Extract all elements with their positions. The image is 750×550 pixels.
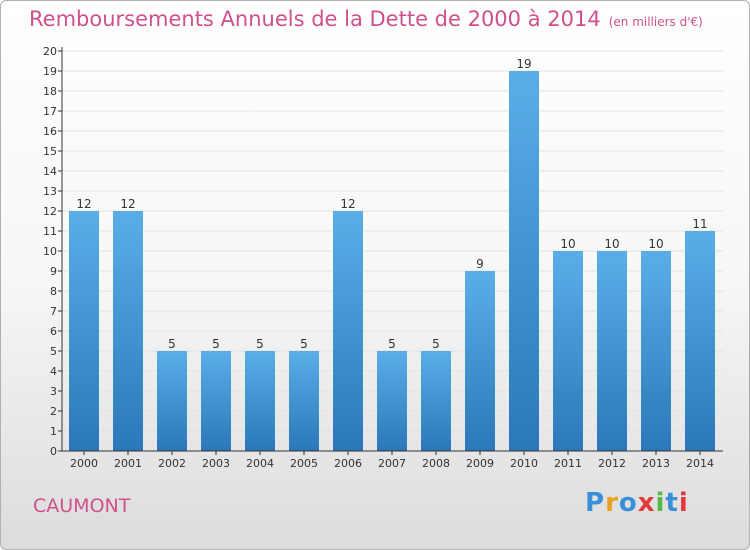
bar-2000 — [69, 211, 99, 451]
y-tick-label: 2 — [50, 405, 57, 418]
brand-letter: P — [585, 488, 606, 518]
y-tick-label: 20 — [43, 45, 57, 58]
brand-letter: i — [655, 488, 666, 518]
y-tick-label: 0 — [50, 445, 57, 458]
x-tick-label: 2004 — [246, 457, 274, 470]
bar-2002 — [157, 351, 187, 451]
bar-2007 — [377, 351, 407, 451]
bar-2013 — [641, 251, 671, 451]
x-tick-label: 2005 — [290, 457, 318, 470]
y-tick-label: 12 — [43, 205, 57, 218]
bar-2001 — [113, 211, 143, 451]
y-tick-label: 10 — [43, 245, 57, 258]
bar-2009 — [465, 271, 495, 451]
y-tick-label: 18 — [43, 85, 57, 98]
chart-unit-note: (en milliers d'€) — [608, 15, 703, 29]
y-tick-label: 5 — [50, 345, 57, 358]
data-label: 5 — [212, 337, 220, 351]
x-tick-label: 2006 — [334, 457, 362, 470]
data-label: 10 — [604, 237, 619, 251]
x-tick-label: 2013 — [642, 457, 670, 470]
axes — [58, 47, 723, 455]
bar-2010 — [509, 71, 539, 451]
x-tick-label: 2007 — [378, 457, 406, 470]
data-label: 12 — [120, 197, 135, 211]
bar-2003 — [201, 351, 231, 451]
labels: 0123456789101112131415161718192012200012… — [43, 45, 714, 470]
data-label: 10 — [648, 237, 663, 251]
y-tick-label: 7 — [50, 305, 57, 318]
brand-logo: Proxiti — [585, 488, 689, 518]
x-tick-label: 2008 — [422, 457, 450, 470]
y-tick-label: 9 — [50, 265, 57, 278]
brand-letter: i — [678, 488, 689, 518]
title-row: Remboursements Annuels de la Dette de 20… — [29, 7, 703, 31]
bar-2008 — [421, 351, 451, 451]
bar-2004 — [245, 351, 275, 451]
x-tick-label: 2011 — [554, 457, 582, 470]
x-tick-label: 2010 — [510, 457, 538, 470]
commune-name: CAUMONT — [33, 495, 131, 517]
x-tick-label: 2000 — [70, 457, 98, 470]
data-label: 9 — [476, 257, 484, 271]
x-tick-label: 2002 — [158, 457, 186, 470]
data-label: 5 — [388, 337, 396, 351]
data-label: 11 — [692, 217, 707, 231]
data-label: 5 — [168, 337, 176, 351]
data-label: 10 — [560, 237, 575, 251]
y-tick-label: 16 — [43, 125, 57, 138]
y-tick-label: 15 — [43, 145, 57, 158]
bar-2006 — [333, 211, 363, 451]
y-tick-label: 4 — [50, 365, 57, 378]
y-tick-label: 19 — [43, 65, 57, 78]
data-label: 5 — [256, 337, 264, 351]
data-label: 5 — [432, 337, 440, 351]
y-tick-label: 11 — [43, 225, 57, 238]
y-tick-label: 1 — [50, 425, 57, 438]
y-tick-label: 6 — [50, 325, 57, 338]
y-tick-label: 13 — [43, 185, 57, 198]
chart-title: Remboursements Annuels de la Dette de 20… — [29, 7, 601, 31]
x-tick-label: 2003 — [202, 457, 230, 470]
y-tick-label: 3 — [50, 385, 57, 398]
brand-letter: x — [637, 488, 656, 518]
y-tick-label: 8 — [50, 285, 57, 298]
y-tick-label: 14 — [43, 165, 57, 178]
x-tick-label: 2012 — [598, 457, 626, 470]
brand-letter: t — [665, 488, 679, 518]
bars — [69, 71, 715, 451]
data-label: 12 — [340, 197, 355, 211]
bar-2012 — [597, 251, 627, 451]
bar-2014 — [685, 231, 715, 451]
bar-2011 — [553, 251, 583, 451]
brand-letter: r — [605, 488, 619, 518]
x-tick-label: 2001 — [114, 457, 142, 470]
x-tick-label: 2014 — [686, 457, 714, 470]
bar-2005 — [289, 351, 319, 451]
x-tick-label: 2009 — [466, 457, 494, 470]
data-label: 19 — [516, 57, 531, 71]
data-label: 12 — [76, 197, 91, 211]
brand-letter: o — [618, 488, 638, 518]
y-tick-label: 17 — [43, 105, 57, 118]
data-label: 5 — [300, 337, 308, 351]
